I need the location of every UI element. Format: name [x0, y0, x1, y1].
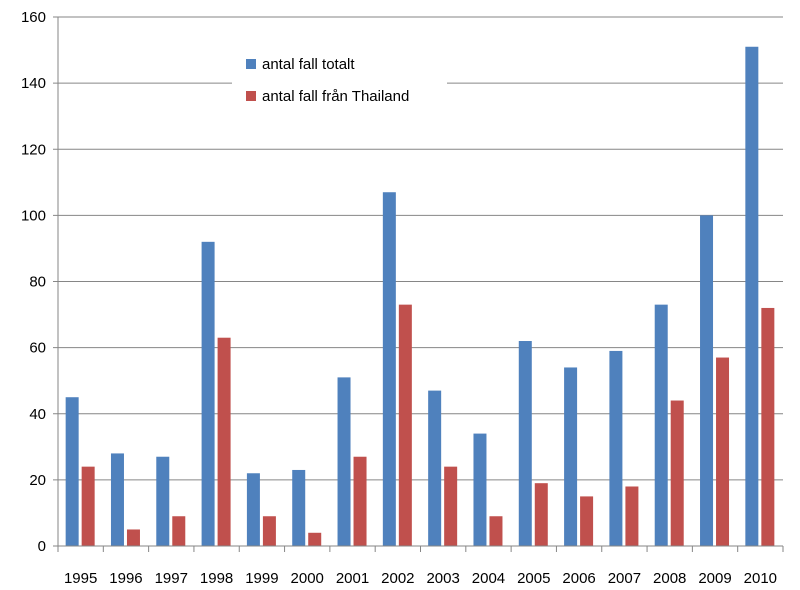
x-axis-ticks: 1995 1996 1997 1998 1999 2000 2001 2002 2003 2004…	[64, 570, 777, 587]
bar-thailand	[534, 483, 548, 546]
bar-total	[65, 397, 79, 546]
bar-thailand	[716, 357, 730, 546]
y-tick-label: 100	[21, 207, 46, 224]
x-tick-label: 1999	[245, 570, 278, 587]
x-tick-label: 2000	[291, 570, 324, 587]
bar-total	[156, 456, 170, 546]
legend-label-thailand: antal fall från Thailand	[262, 88, 409, 105]
bar-thailand	[217, 337, 231, 546]
bar-total	[201, 241, 215, 546]
bar-thailand	[262, 516, 276, 546]
x-tick-label: 2006	[562, 570, 595, 587]
bar-thailand	[670, 400, 684, 546]
x-tick-label: 1998	[200, 570, 233, 587]
legend-swatch-thailand	[246, 91, 256, 101]
bars	[65, 46, 775, 546]
bar-total	[337, 377, 351, 546]
x-tick-label: 1996	[109, 570, 142, 587]
legend-label-total: antal fall totalt	[262, 56, 355, 73]
bar-total	[745, 46, 759, 546]
x-tick-label: 2001	[336, 570, 369, 587]
bar-thailand	[126, 529, 140, 546]
bar-total	[428, 390, 442, 546]
y-tick-label: 120	[21, 141, 46, 158]
bar-total	[382, 192, 396, 546]
bar-total	[654, 304, 668, 546]
bar-thailand	[398, 304, 412, 546]
bar-total	[700, 215, 714, 546]
y-tick-label: 140	[21, 75, 46, 92]
bar-total	[110, 453, 124, 546]
x-tick-label: 2005	[517, 570, 550, 587]
bar-total	[518, 341, 532, 546]
bar-thailand	[489, 516, 503, 546]
bar-total	[292, 469, 306, 546]
gridlines	[58, 16, 783, 481]
x-tick-label: 2004	[472, 570, 505, 587]
x-tick-label: 2003	[426, 570, 459, 587]
x-tick-label: 1997	[155, 570, 188, 587]
bar-thailand	[308, 532, 322, 546]
x-tick-label: 2008	[653, 570, 686, 587]
bar-total	[473, 433, 487, 546]
bar-thailand	[580, 496, 594, 546]
legend: antal fall totalt antal fall från Thaila…	[232, 50, 447, 110]
bar-total	[564, 367, 578, 546]
bar-thailand	[761, 307, 775, 546]
bar-total	[609, 350, 623, 546]
y-tick-label: 80	[29, 274, 46, 291]
axes	[53, 16, 784, 552]
x-tick-label: 1995	[64, 570, 97, 587]
bar-thailand	[81, 466, 95, 546]
y-tick-label: 60	[29, 340, 46, 357]
bar-thailand	[353, 456, 367, 546]
bar-thailand	[172, 516, 186, 546]
bar-total	[246, 473, 260, 546]
legend-swatch-total	[246, 59, 256, 69]
x-tick-label: 2007	[608, 570, 641, 587]
legend-background	[232, 50, 447, 110]
y-tick-label: 0	[38, 538, 46, 555]
bar-thailand	[625, 486, 639, 546]
bar-thailand	[444, 466, 458, 546]
x-tick-label: 2010	[744, 570, 777, 587]
y-tick-label: 160	[21, 9, 46, 26]
x-tick-label: 2002	[381, 570, 414, 587]
y-tick-label: 40	[29, 406, 46, 423]
x-tick-label: 2009	[698, 570, 731, 587]
y-axis-ticks: 0 20 40 60 80 100 120 140 160	[21, 9, 46, 555]
y-tick-label: 20	[29, 472, 46, 489]
